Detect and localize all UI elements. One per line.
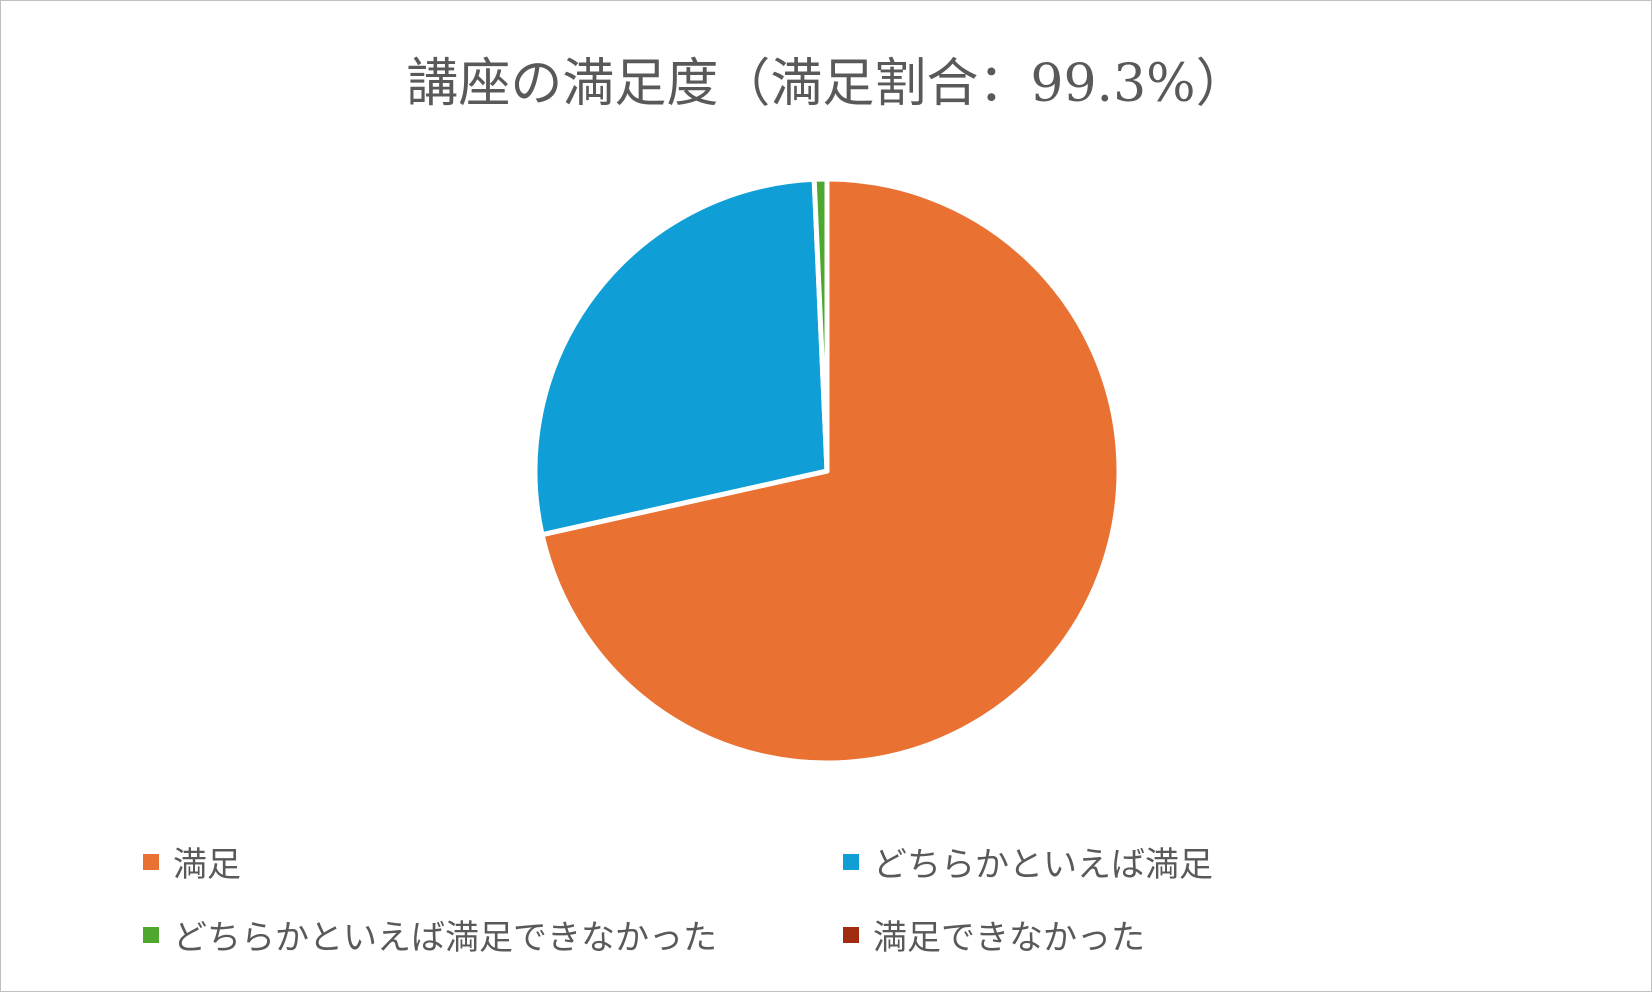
pie-slice-somewhat-satisfied <box>532 176 830 538</box>
pie-slice-somewhat-dissatisfied <box>811 176 830 474</box>
legend-label-dissatisfied: 満足できなかった <box>873 918 1145 958</box>
legend-item-satisfied: 満足 <box>143 837 241 886</box>
legend-swatch-satisfied <box>143 853 159 870</box>
pie-slice-satisfied <box>539 176 1122 766</box>
legend-swatch-dissatisfied <box>843 926 859 943</box>
legend-label-somewhat-satisfied: どちらかといえば満足 <box>873 845 1213 885</box>
legend-swatch-somewhat-satisfied <box>843 853 859 870</box>
legend-item-dissatisfied: 満足できなかった <box>843 910 1145 959</box>
chart-title: 講座の満足度（満足割合：99.3%） <box>406 54 1248 114</box>
legend-label-satisfied: 満足 <box>173 845 241 885</box>
legend-swatch-somewhat-dissatisfied <box>143 926 159 943</box>
legend-item-somewhat-satisfied: どちらかといえば満足 <box>843 837 1213 886</box>
legend-item-somewhat-dissatisfied: どちらかといえば満足できなかった <box>143 910 717 959</box>
legend-label-somewhat-dissatisfied: どちらかといえば満足できなかった <box>173 918 717 958</box>
